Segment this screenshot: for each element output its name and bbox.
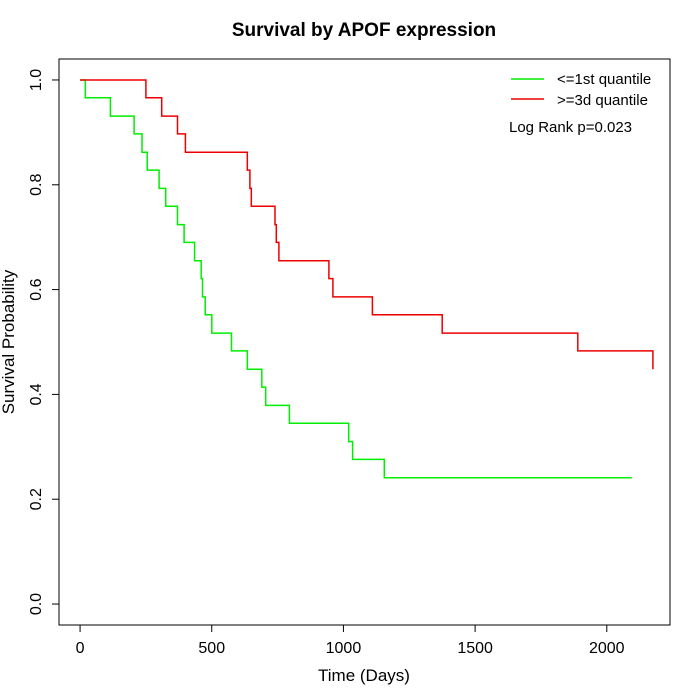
y-tick-label: 1.0 [28, 69, 45, 91]
x-tick-label: 2000 [589, 640, 625, 657]
x-tick-label: 0 [76, 640, 85, 657]
legend-label-low: <=1st quantile [557, 71, 651, 88]
x-tick-label: 1500 [457, 640, 493, 657]
series-line-low-quantile [80, 79, 632, 479]
y-tick-label: 0.2 [28, 488, 45, 510]
y-tick-label: 0.6 [28, 278, 45, 300]
x-tick-label: 500 [198, 640, 225, 657]
x-axis-label: Time (Days) [318, 666, 410, 685]
y-axis-label: Survival Probability [0, 269, 18, 414]
chart-title: Survival by APOF expression [232, 20, 496, 41]
legend-label-high: >=3d quantile [557, 92, 648, 109]
legend: <=1st quantile >=3d quantile [511, 71, 651, 109]
x-axis: 0 500 1000 1500 2000 [76, 624, 625, 657]
y-axis: 0.0 0.2 0.4 0.6 0.8 1.0 [28, 69, 60, 615]
log-rank-annotation: Log Rank p=0.023 [509, 119, 632, 136]
y-tick-label: 0.4 [28, 383, 45, 405]
x-tick-label: 1000 [326, 640, 362, 657]
y-tick-label: 0.8 [28, 174, 45, 196]
series-line-high-quantile [80, 79, 654, 370]
y-tick-label: 0.0 [28, 593, 45, 615]
series-group [80, 79, 654, 479]
